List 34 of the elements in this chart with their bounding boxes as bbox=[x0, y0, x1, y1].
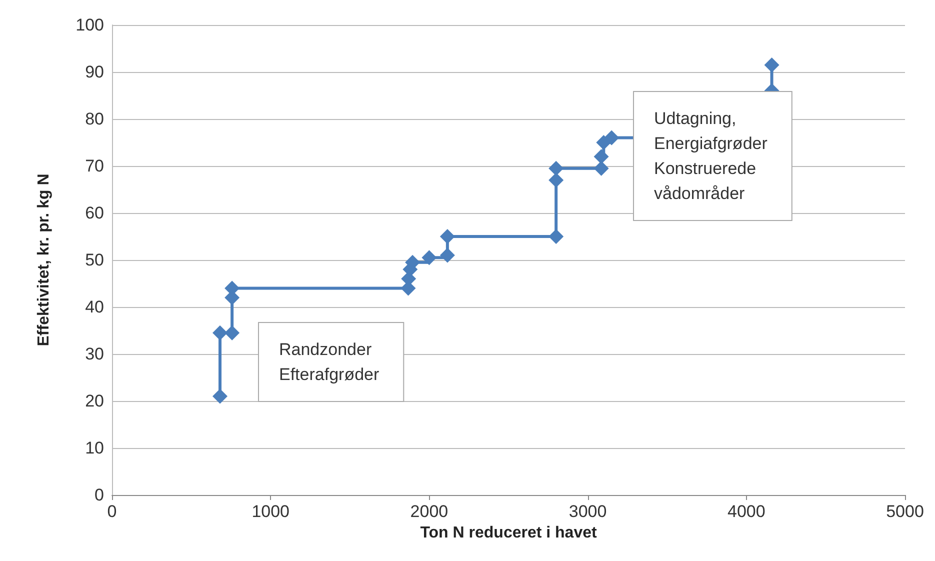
y-tick-label: 60 bbox=[85, 204, 104, 222]
point bbox=[548, 160, 564, 176]
x-tick-label: 1000 bbox=[252, 502, 290, 521]
point bbox=[548, 172, 564, 188]
point bbox=[594, 149, 609, 164]
y-tick-label: 0 bbox=[94, 486, 104, 504]
point bbox=[594, 160, 609, 176]
point bbox=[604, 130, 620, 146]
y-axis-title: Effektivitet, kr. pr. kg N bbox=[36, 174, 52, 346]
point bbox=[548, 229, 564, 244]
y-tick-label: 20 bbox=[85, 392, 104, 410]
point bbox=[422, 250, 437, 266]
x-tick-label: 4000 bbox=[727, 502, 766, 521]
x-tick-label: 3000 bbox=[568, 502, 607, 521]
x-tick-label: 0 bbox=[107, 502, 117, 521]
point bbox=[440, 229, 455, 244]
y-tick-label: 50 bbox=[85, 250, 104, 270]
y-tick-label: 40 bbox=[85, 298, 104, 316]
x-tick-label: 5000 bbox=[886, 502, 924, 521]
y-tick-label: 90 bbox=[85, 62, 104, 82]
y-tick-label: 80 bbox=[85, 110, 104, 128]
y-tick-label: 30 bbox=[85, 344, 104, 364]
annotation: Randzonder Efterafgrøder bbox=[279, 340, 380, 384]
x-tick-label: 2000 bbox=[410, 502, 448, 521]
point bbox=[440, 248, 455, 263]
annotation: Udtagning, Energiafgrøder Konstruerede vådområder bbox=[654, 109, 768, 203]
x-axis-title: Ton N reduceret i havet bbox=[420, 524, 598, 542]
y-tick-label: 10 bbox=[85, 438, 104, 458]
point bbox=[764, 57, 780, 72]
point bbox=[212, 388, 228, 404]
point bbox=[212, 325, 228, 340]
y-tick-label: 100 bbox=[76, 16, 104, 34]
point bbox=[224, 325, 240, 340]
y-tick-label: 70 bbox=[85, 156, 104, 176]
